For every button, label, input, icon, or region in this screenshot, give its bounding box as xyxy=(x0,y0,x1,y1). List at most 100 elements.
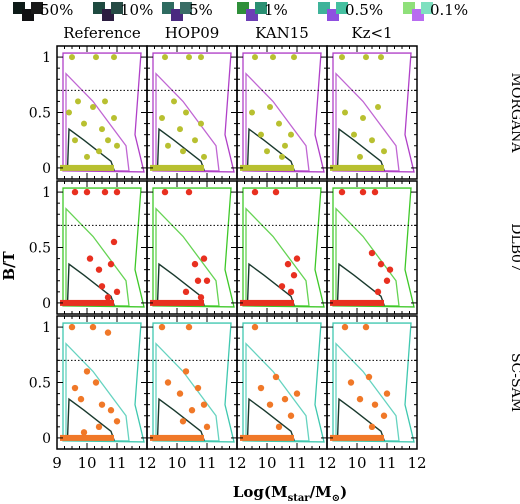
data-point xyxy=(104,329,112,336)
data-point xyxy=(164,379,172,386)
data-point xyxy=(98,283,106,290)
dense-band xyxy=(330,299,384,306)
contour-mid xyxy=(245,72,310,172)
x-tick-label: 9 xyxy=(52,454,62,472)
data-point xyxy=(249,109,255,116)
panel: 10 11 12 xyxy=(146,315,247,472)
data-point xyxy=(101,188,109,196)
data-point xyxy=(113,188,121,196)
data-point xyxy=(293,390,301,397)
data-point xyxy=(365,373,373,381)
contour-outer xyxy=(62,52,145,173)
contour-outer xyxy=(332,52,415,173)
legend-item: 5% xyxy=(162,1,213,21)
legend-item: 50% xyxy=(13,1,73,21)
data-point xyxy=(338,188,346,196)
data-point xyxy=(194,277,202,284)
data-point xyxy=(272,188,280,196)
data-point xyxy=(287,288,295,296)
dense-band xyxy=(240,299,294,306)
data-point xyxy=(279,153,285,160)
data-point xyxy=(356,395,364,403)
data-point xyxy=(383,277,391,284)
contour-mid xyxy=(155,342,220,442)
data-point xyxy=(362,323,370,331)
data-point xyxy=(342,109,348,116)
data-point xyxy=(359,188,367,196)
data-point xyxy=(377,260,385,268)
data-point xyxy=(96,148,102,155)
legend-label: 1% xyxy=(264,1,288,19)
data-point xyxy=(98,401,106,408)
dense-band xyxy=(60,299,114,306)
x-tick-label: 11 xyxy=(107,454,126,472)
y-tick-label: 0.5 xyxy=(29,241,51,257)
data-point xyxy=(257,384,265,392)
data-point xyxy=(381,148,387,155)
data-point xyxy=(369,137,375,144)
panel: HOP09 xyxy=(146,24,238,180)
data-point xyxy=(188,407,196,414)
row-label: MORGANA xyxy=(508,72,520,153)
contour-mid xyxy=(245,342,310,442)
data-point xyxy=(75,98,81,105)
data-point xyxy=(258,131,264,138)
data-point xyxy=(86,255,94,262)
data-point xyxy=(203,277,211,284)
data-point xyxy=(179,418,187,425)
contour-mid xyxy=(155,207,220,307)
data-point xyxy=(185,188,193,196)
data-point xyxy=(293,255,301,262)
data-point xyxy=(162,54,168,61)
data-point xyxy=(102,98,108,105)
data-point xyxy=(158,323,166,331)
data-point xyxy=(272,373,280,381)
data-point xyxy=(90,103,96,110)
data-point xyxy=(282,142,288,149)
data-point xyxy=(371,188,379,196)
data-point xyxy=(95,423,103,431)
contour-mid xyxy=(65,342,130,442)
panel: 0 0.5 1 9 10 11 12 xyxy=(29,315,157,472)
data-point xyxy=(351,131,357,138)
data-point xyxy=(264,148,270,155)
panel xyxy=(146,180,238,315)
legend-swatch xyxy=(421,2,433,14)
data-point xyxy=(194,384,202,392)
panel xyxy=(236,180,328,315)
x-tick-label: 10 xyxy=(77,454,96,472)
contour-outer xyxy=(152,322,235,443)
data-point xyxy=(114,142,120,149)
data-point xyxy=(192,137,198,144)
contour-mid xyxy=(65,207,130,307)
data-point xyxy=(183,109,189,116)
data-point xyxy=(198,54,204,61)
data-point xyxy=(251,188,259,196)
contour-mid xyxy=(245,207,310,307)
data-point xyxy=(368,423,376,431)
data-point xyxy=(267,103,273,110)
row-label: SC-SAM xyxy=(508,353,520,412)
data-point xyxy=(278,283,286,290)
legend-swatch xyxy=(180,2,192,14)
contour-mid xyxy=(65,72,130,172)
data-point xyxy=(104,294,112,301)
data-point xyxy=(71,384,79,392)
data-point xyxy=(386,266,394,273)
data-point xyxy=(252,54,258,61)
y-tick-label: 0 xyxy=(42,431,51,447)
contour-outer xyxy=(62,322,145,443)
column-title: KAN15 xyxy=(255,24,309,42)
data-point xyxy=(276,120,282,127)
data-point xyxy=(375,103,381,110)
data-point xyxy=(68,323,76,331)
data-point xyxy=(339,54,345,61)
data-point xyxy=(71,188,79,196)
data-point xyxy=(371,401,379,408)
data-point xyxy=(270,54,276,61)
x-tick-label: 12 xyxy=(137,454,156,472)
data-point xyxy=(198,120,204,127)
data-point xyxy=(72,137,78,144)
legend-item: 10% xyxy=(93,1,153,21)
